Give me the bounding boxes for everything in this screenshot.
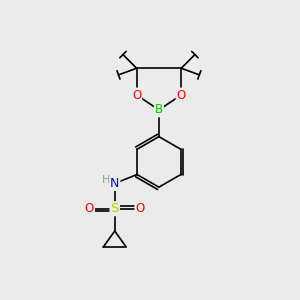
Text: S: S xyxy=(111,202,119,215)
Text: O: O xyxy=(177,88,186,101)
Text: H: H xyxy=(102,175,111,185)
Text: N: N xyxy=(110,177,119,190)
Text: O: O xyxy=(135,202,145,215)
Text: O: O xyxy=(85,202,94,215)
Text: O: O xyxy=(132,88,141,101)
Text: B: B xyxy=(155,103,163,116)
